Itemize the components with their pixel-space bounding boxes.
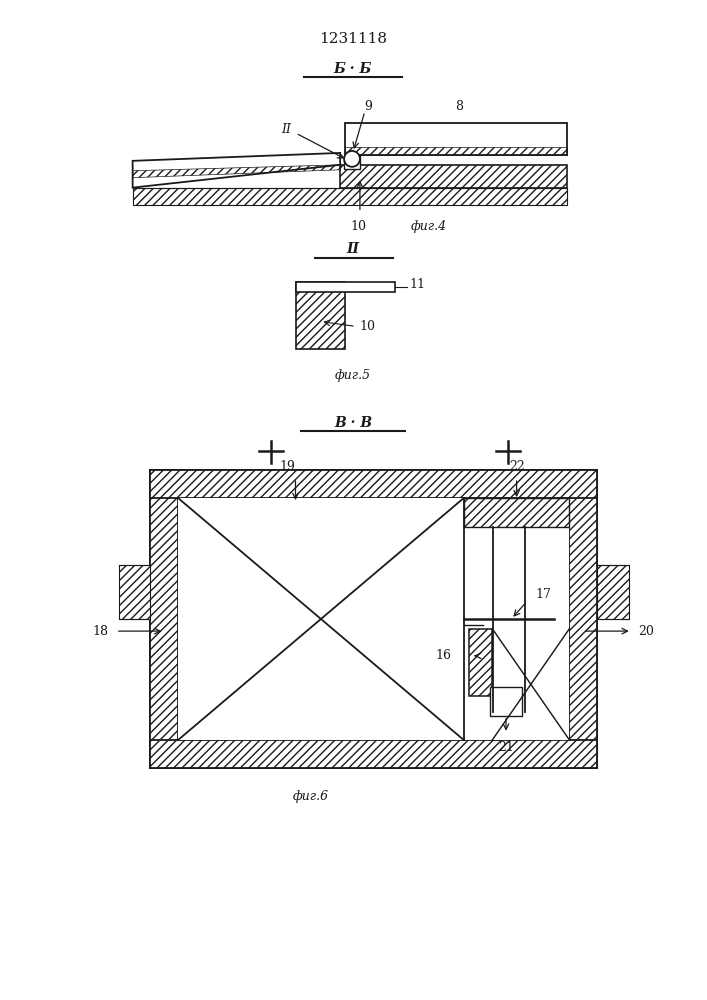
Bar (151, 470, 597, 768)
Text: фиг.4: фиг.4 (411, 220, 447, 233)
Text: 22: 22 (509, 460, 525, 473)
Text: 10: 10 (360, 320, 376, 333)
Text: 9: 9 (364, 100, 372, 113)
Bar (597, 565, 629, 619)
Text: В · В: В · В (334, 416, 372, 430)
Bar (569, 470, 597, 768)
Text: 17: 17 (535, 588, 551, 601)
Bar (464, 498, 569, 527)
Bar (569, 470, 597, 768)
Polygon shape (133, 153, 340, 188)
Bar (340, 165, 568, 188)
Text: 20: 20 (638, 625, 655, 638)
Bar (469, 629, 492, 696)
Text: 10: 10 (350, 220, 366, 233)
Text: 1231118: 1231118 (319, 32, 387, 46)
Text: Б · Б: Б · Б (334, 62, 372, 76)
Bar (151, 740, 597, 768)
Bar (151, 470, 597, 498)
Bar (151, 470, 178, 768)
Text: 16: 16 (436, 649, 451, 662)
Text: фиг.5: фиг.5 (335, 369, 371, 382)
Bar (490, 687, 522, 716)
Bar (133, 188, 568, 205)
Bar (569, 470, 597, 768)
Bar (151, 740, 597, 768)
Text: 21: 21 (498, 741, 514, 754)
Text: 8: 8 (455, 100, 463, 113)
Bar (151, 470, 597, 498)
Bar (119, 565, 151, 619)
Bar (151, 470, 178, 768)
Bar (151, 470, 178, 768)
Bar (296, 282, 345, 349)
Bar (296, 282, 395, 292)
Text: 11: 11 (409, 278, 426, 291)
Bar (119, 565, 151, 619)
Bar (178, 498, 569, 740)
Bar (296, 282, 345, 349)
Circle shape (344, 151, 360, 167)
Text: II: II (281, 123, 291, 136)
Polygon shape (345, 123, 568, 155)
Bar (344, 155, 360, 169)
Bar (464, 498, 569, 527)
Bar (151, 470, 597, 498)
Bar (469, 629, 492, 696)
Text: 19: 19 (280, 460, 296, 473)
Bar (597, 565, 629, 619)
Text: ІІ: ІІ (346, 242, 359, 256)
Text: фиг.6: фиг.6 (293, 790, 329, 803)
Bar (133, 188, 568, 205)
Bar (151, 740, 597, 768)
Bar (340, 165, 568, 188)
Text: 18: 18 (93, 625, 109, 638)
